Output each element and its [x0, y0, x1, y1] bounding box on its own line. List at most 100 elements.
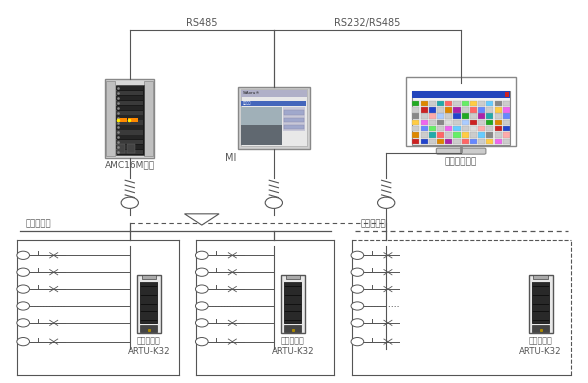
Bar [503, 101, 510, 106]
Bar [406, 77, 516, 146]
Bar [470, 101, 477, 106]
Bar [429, 113, 436, 119]
Circle shape [351, 319, 364, 327]
Bar [116, 111, 143, 115]
Bar [437, 132, 444, 138]
Bar [478, 132, 485, 138]
Bar [478, 113, 485, 119]
Bar [116, 135, 143, 139]
Text: 开关量模块: 开关量模块 [281, 336, 305, 345]
Bar [116, 86, 143, 90]
Bar [142, 275, 156, 278]
Bar [117, 118, 127, 122]
Text: ARTU-K32: ARTU-K32 [128, 347, 170, 356]
Bar [429, 139, 436, 144]
Bar [280, 275, 305, 333]
Bar [486, 113, 493, 119]
Circle shape [351, 302, 364, 310]
Bar [478, 126, 485, 131]
Bar [462, 113, 469, 119]
Bar [429, 107, 436, 113]
Bar [437, 101, 444, 106]
Bar [429, 120, 436, 125]
Bar [116, 140, 143, 144]
Bar [412, 101, 419, 106]
Circle shape [195, 319, 208, 327]
Circle shape [351, 251, 364, 259]
Bar [420, 139, 427, 144]
Bar [462, 101, 469, 106]
Bar [486, 120, 493, 125]
Bar [105, 79, 154, 158]
Bar [529, 275, 553, 333]
Bar [470, 126, 477, 131]
Bar [116, 106, 143, 110]
Bar [412, 91, 510, 98]
Bar [420, 101, 427, 106]
Text: RS485: RS485 [186, 18, 218, 28]
Bar [445, 101, 452, 106]
Bar [116, 96, 143, 100]
Circle shape [195, 285, 208, 293]
Bar [486, 107, 493, 113]
Bar [283, 110, 304, 115]
Bar [503, 107, 510, 113]
Bar [128, 118, 138, 122]
Bar [470, 120, 477, 125]
Bar [420, 132, 427, 138]
Bar [503, 132, 510, 138]
Bar [136, 275, 161, 333]
Circle shape [17, 302, 29, 310]
Bar [495, 120, 502, 125]
Bar [116, 150, 143, 154]
Circle shape [195, 268, 208, 276]
Circle shape [195, 337, 208, 346]
Bar [470, 113, 477, 119]
Text: 开关量模块: 开关量模块 [137, 336, 161, 345]
Bar [116, 130, 143, 134]
Bar [486, 126, 493, 131]
Bar [412, 107, 419, 113]
Bar [470, 107, 477, 113]
Bar [445, 120, 452, 125]
Circle shape [17, 337, 29, 346]
Bar [445, 113, 452, 119]
Bar [141, 325, 157, 332]
Text: ARTU-K32: ARTU-K32 [272, 347, 314, 356]
Bar [241, 107, 282, 125]
Bar [127, 144, 135, 153]
Bar [462, 139, 469, 144]
Bar [453, 101, 460, 106]
Bar [486, 101, 493, 106]
Circle shape [351, 285, 364, 293]
Bar [420, 126, 427, 131]
Text: ARTU-K32: ARTU-K32 [519, 347, 562, 356]
Text: 主进线测量: 主进线测量 [26, 219, 52, 228]
Circle shape [121, 197, 138, 208]
Bar [429, 132, 436, 138]
Circle shape [265, 197, 282, 208]
Polygon shape [185, 214, 219, 225]
Bar [283, 118, 304, 122]
Bar [116, 101, 143, 105]
Bar [429, 101, 436, 106]
Bar [495, 107, 502, 113]
Bar [286, 275, 300, 278]
Bar [478, 139, 485, 144]
Bar [486, 132, 493, 138]
Bar [141, 282, 157, 323]
Bar [412, 91, 510, 145]
Bar [445, 107, 452, 113]
Circle shape [17, 285, 29, 293]
Circle shape [195, 302, 208, 310]
Bar [429, 126, 436, 131]
Bar [495, 132, 502, 138]
Bar [445, 126, 452, 131]
Bar [462, 107, 469, 113]
Bar [116, 91, 143, 95]
Circle shape [351, 337, 364, 346]
Bar [437, 126, 444, 131]
Bar [462, 126, 469, 131]
Bar [532, 282, 549, 323]
Bar [283, 107, 305, 131]
